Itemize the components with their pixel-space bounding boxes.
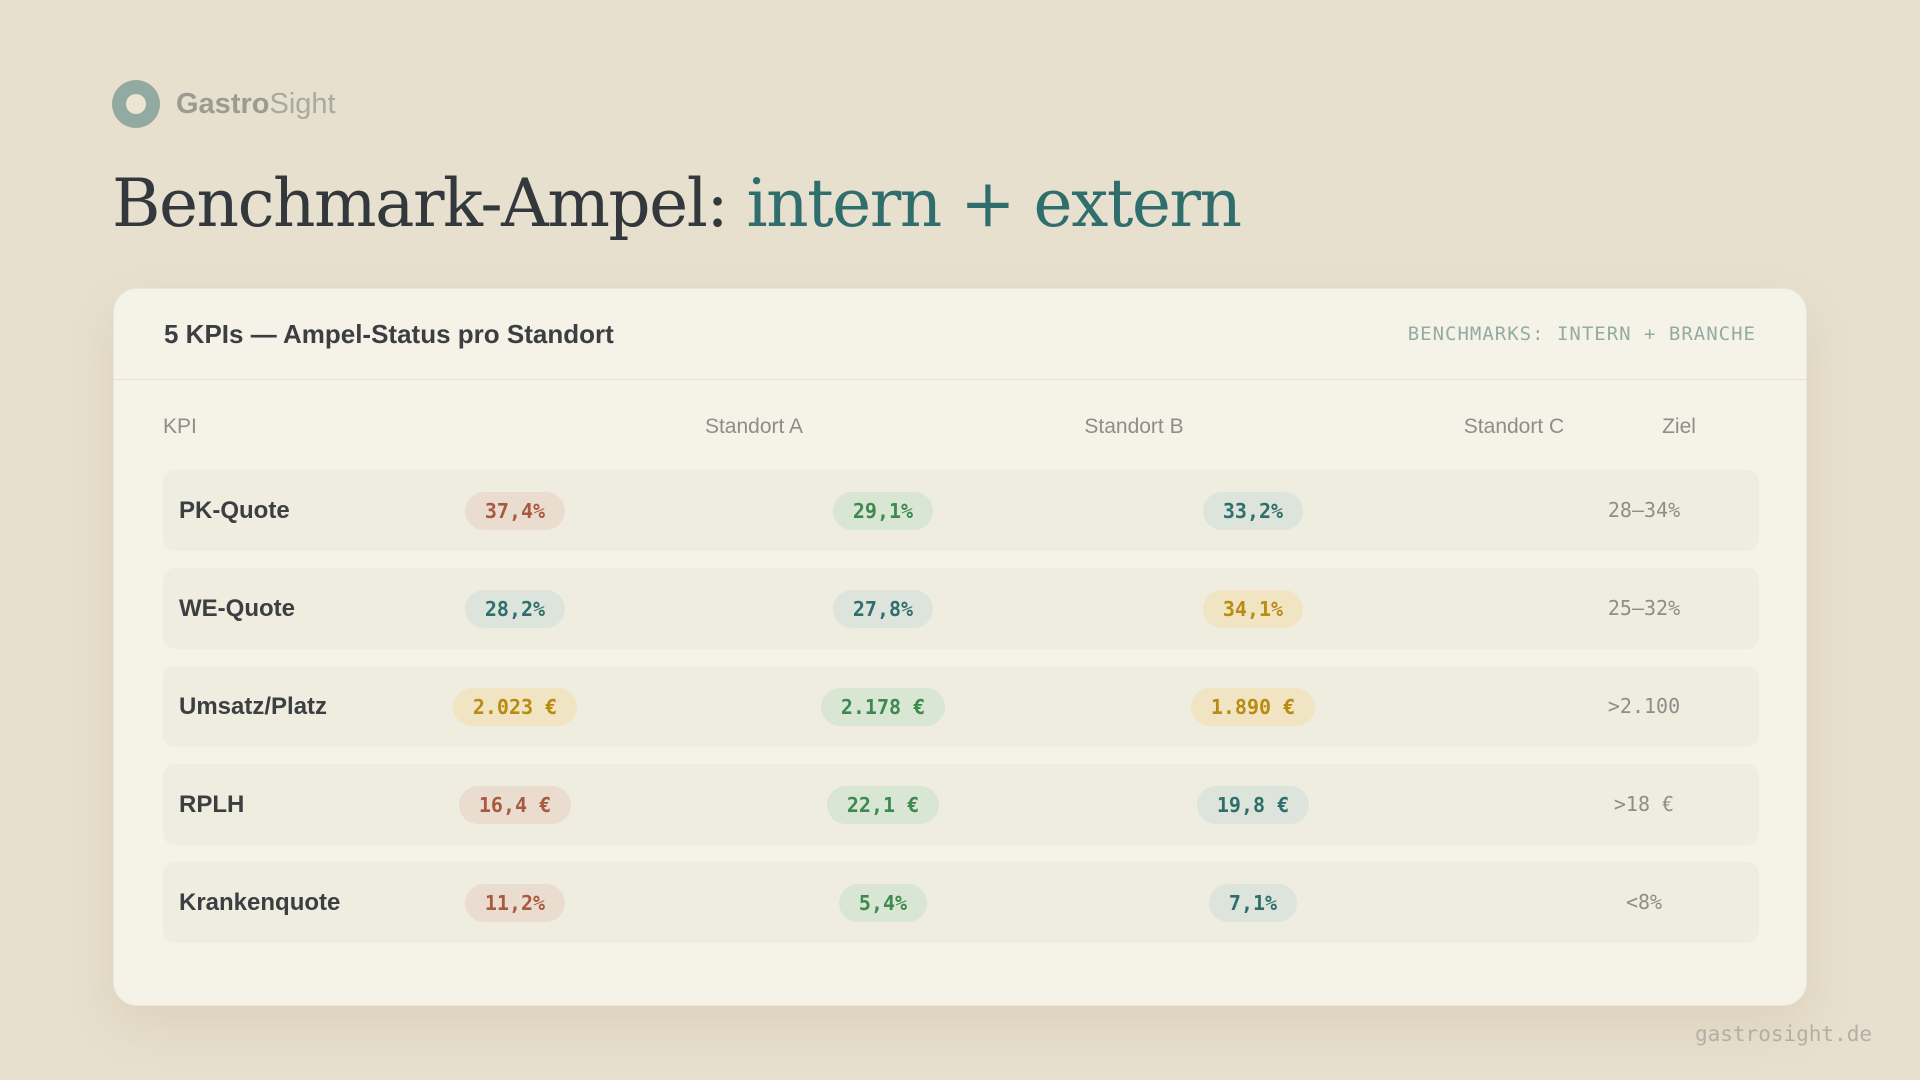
table-row: RPLH 16,4 € 22,1 € 19,8 € >18 € [163, 764, 1759, 845]
footer-url: gastrosight.de [1694, 1022, 1872, 1046]
table-row: WE-Quote 28,2% 27,8% 34,1% 25–32% [163, 568, 1759, 649]
standort-b-cell: 27,8% [693, 568, 1073, 649]
standort-c-cell: 33,2% [1063, 470, 1443, 551]
column-header-kpi: KPI [163, 415, 197, 438]
standort-c-cell: 7,1% [1063, 862, 1443, 943]
brand: GastroSight [112, 80, 336, 128]
status-badge: 7,1% [1208, 883, 1298, 922]
page-title: Benchmark-Ampel: intern + extern [112, 165, 1242, 242]
status-badge: 34,1% [1202, 589, 1304, 628]
brand-name-bold: Gastro [176, 87, 270, 120]
target-value: 28–34% [1607, 498, 1681, 522]
target-value: >2.100 [1607, 694, 1681, 718]
standort-a-cell: 28,2% [325, 568, 705, 649]
table-row: PK-Quote 37,4% 29,1% 33,2% 28–34% [163, 470, 1759, 551]
target-value: >18 € [1613, 792, 1675, 816]
standort-b-cell: 22,1 € [693, 764, 1073, 845]
status-badge: 1.890 € [1190, 687, 1316, 726]
standort-c-cell: 19,8 € [1063, 764, 1443, 845]
kpi-label: Umsatz/Platz [179, 693, 328, 720]
standort-a-cell: 16,4 € [325, 764, 705, 845]
standort-b-cell: 5,4% [693, 862, 1073, 943]
kpi-label: RPLH [179, 791, 245, 818]
status-badge: 16,4 € [458, 785, 572, 824]
status-badge: 33,2% [1202, 491, 1304, 530]
target-value: <8% [1625, 890, 1663, 914]
kpi-label: Krankenquote [179, 889, 341, 916]
status-badge: 29,1% [832, 491, 934, 530]
status-badge: 27,8% [832, 589, 934, 628]
standort-b-cell: 29,1% [693, 470, 1073, 551]
standort-a-cell: 37,4% [325, 470, 705, 551]
standort-a-cell: 2.023 € [325, 666, 705, 747]
standort-c-cell: 1.890 € [1063, 666, 1443, 747]
benchmark-tag: BENCHMARKS: INTERN + BRANCHE [1407, 323, 1756, 345]
status-badge: 28,2% [464, 589, 566, 628]
ring-logo-icon [112, 80, 160, 128]
brand-name: GastroSight [176, 87, 336, 120]
column-header-standort-c: Standort C [1463, 415, 1565, 438]
target-value: 25–32% [1607, 596, 1681, 620]
status-badge: 19,8 € [1196, 785, 1310, 824]
standort-a-cell: 11,2% [325, 862, 705, 943]
page-title-main: Benchmark-Ampel: [112, 165, 747, 242]
column-header-standort-a: Standort A [704, 415, 804, 438]
table-row: Umsatz/Platz 2.023 € 2.178 € 1.890 € >2.100 [163, 666, 1759, 747]
table-row: Krankenquote 11,2% 5,4% 7,1% <8% [163, 862, 1759, 943]
card-title: 5 KPIs — Ampel-Status pro Standort [164, 318, 614, 349]
brand-name-light: Sight [269, 87, 336, 120]
status-badge: 5,4% [838, 883, 928, 922]
status-badge: 2.023 € [452, 687, 578, 726]
column-header-ziel: Ziel [1662, 415, 1696, 438]
status-badge: 22,1 € [826, 785, 940, 824]
standort-b-cell: 2.178 € [693, 666, 1073, 747]
status-badge: 37,4% [464, 491, 566, 530]
standort-c-cell: 34,1% [1063, 568, 1443, 649]
status-badge: 2.178 € [820, 687, 946, 726]
kpi-label: PK-Quote [179, 497, 290, 524]
status-badge: 11,2% [464, 883, 566, 922]
kpi-card: 5 KPIs — Ampel-Status pro Standort BENCH… [113, 288, 1807, 1006]
kpi-label: WE-Quote [179, 595, 295, 622]
card-header: 5 KPIs — Ampel-Status pro Standort BENCH… [114, 289, 1806, 380]
page-title-accent: intern + extern [746, 165, 1242, 242]
column-header-standort-b: Standort B [1084, 415, 1184, 438]
